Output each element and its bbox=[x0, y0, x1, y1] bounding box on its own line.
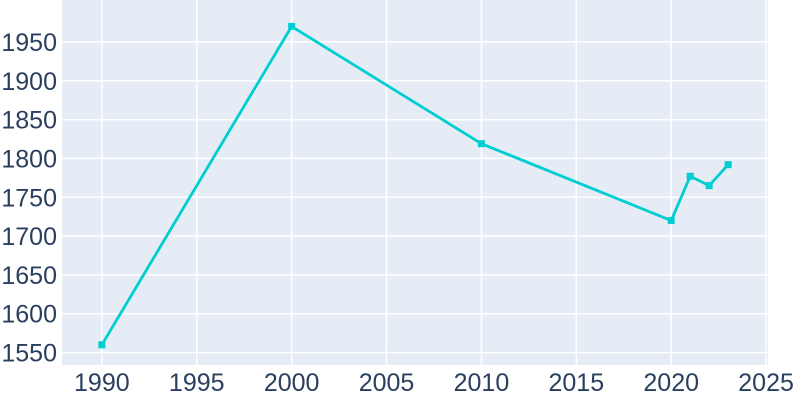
population-data-point[interactable] bbox=[288, 22, 296, 30]
x-axis-tick-label: 1990 bbox=[74, 369, 130, 397]
x-axis-tick-label: 2025 bbox=[738, 369, 794, 397]
y-axis-tick-label: 1900 bbox=[1, 68, 57, 96]
population-data-point[interactable] bbox=[98, 341, 106, 349]
plot-area[interactable] bbox=[62, 0, 768, 365]
tick-labels-layer: 1990 1995 2000 2005 2010 2015 2020 2025 1550 1600… bbox=[1, 29, 794, 397]
x-axis-tick-label: 2005 bbox=[359, 369, 415, 397]
y-axis-tick-label: 1950 bbox=[1, 29, 57, 57]
series-layer bbox=[98, 22, 732, 349]
y-axis-tick-label: 1550 bbox=[1, 340, 57, 368]
population-data-point[interactable] bbox=[477, 140, 485, 148]
x-axis-tick-label: 2015 bbox=[549, 369, 605, 397]
population-data-point[interactable] bbox=[705, 182, 713, 190]
y-axis-tick-label: 1700 bbox=[1, 223, 57, 251]
population-data-point[interactable] bbox=[686, 172, 694, 180]
y-axis-tick-label: 1600 bbox=[1, 301, 57, 329]
population-data-point[interactable] bbox=[667, 217, 675, 225]
x-axis-tick-label: 2020 bbox=[643, 369, 699, 397]
y-axis-tick-label: 1850 bbox=[1, 107, 57, 135]
y-axis-tick-label: 1800 bbox=[1, 145, 57, 173]
x-axis-tick-label: 2010 bbox=[454, 369, 510, 397]
x-axis-tick-label: 1995 bbox=[169, 369, 225, 397]
y-axis-tick-label: 1650 bbox=[1, 262, 57, 290]
gridlines-layer bbox=[62, 0, 768, 365]
plot-background-layer bbox=[62, 0, 768, 365]
y-axis-tick-label: 1750 bbox=[1, 184, 57, 212]
population-data-point[interactable] bbox=[724, 161, 732, 169]
x-axis-tick-label: 2000 bbox=[264, 369, 320, 397]
